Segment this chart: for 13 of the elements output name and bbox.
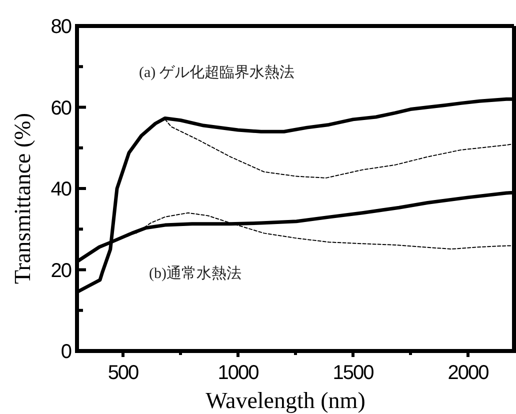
y-tick-label: 0 (60, 341, 72, 363)
x-tick-label: 2000 (448, 362, 490, 384)
y-axis-title: Transmittance (%) (10, 113, 35, 284)
x-tick-label: 1000 (218, 362, 260, 384)
y-tick-label: 80 (50, 16, 72, 38)
y-tick-label: 20 (50, 260, 72, 282)
y-tick-label: 40 (50, 178, 72, 200)
y-tick-label: 60 (50, 97, 72, 120)
x-tick-label: 1500 (332, 362, 374, 384)
x-tick-label: 500 (108, 362, 140, 384)
x-axis-title: Wavelength (nm) (206, 388, 366, 413)
annotation: (b)通常水熱法 (149, 265, 242, 282)
annotation: (a) ゲル化超臨界水熱法 (139, 64, 294, 81)
